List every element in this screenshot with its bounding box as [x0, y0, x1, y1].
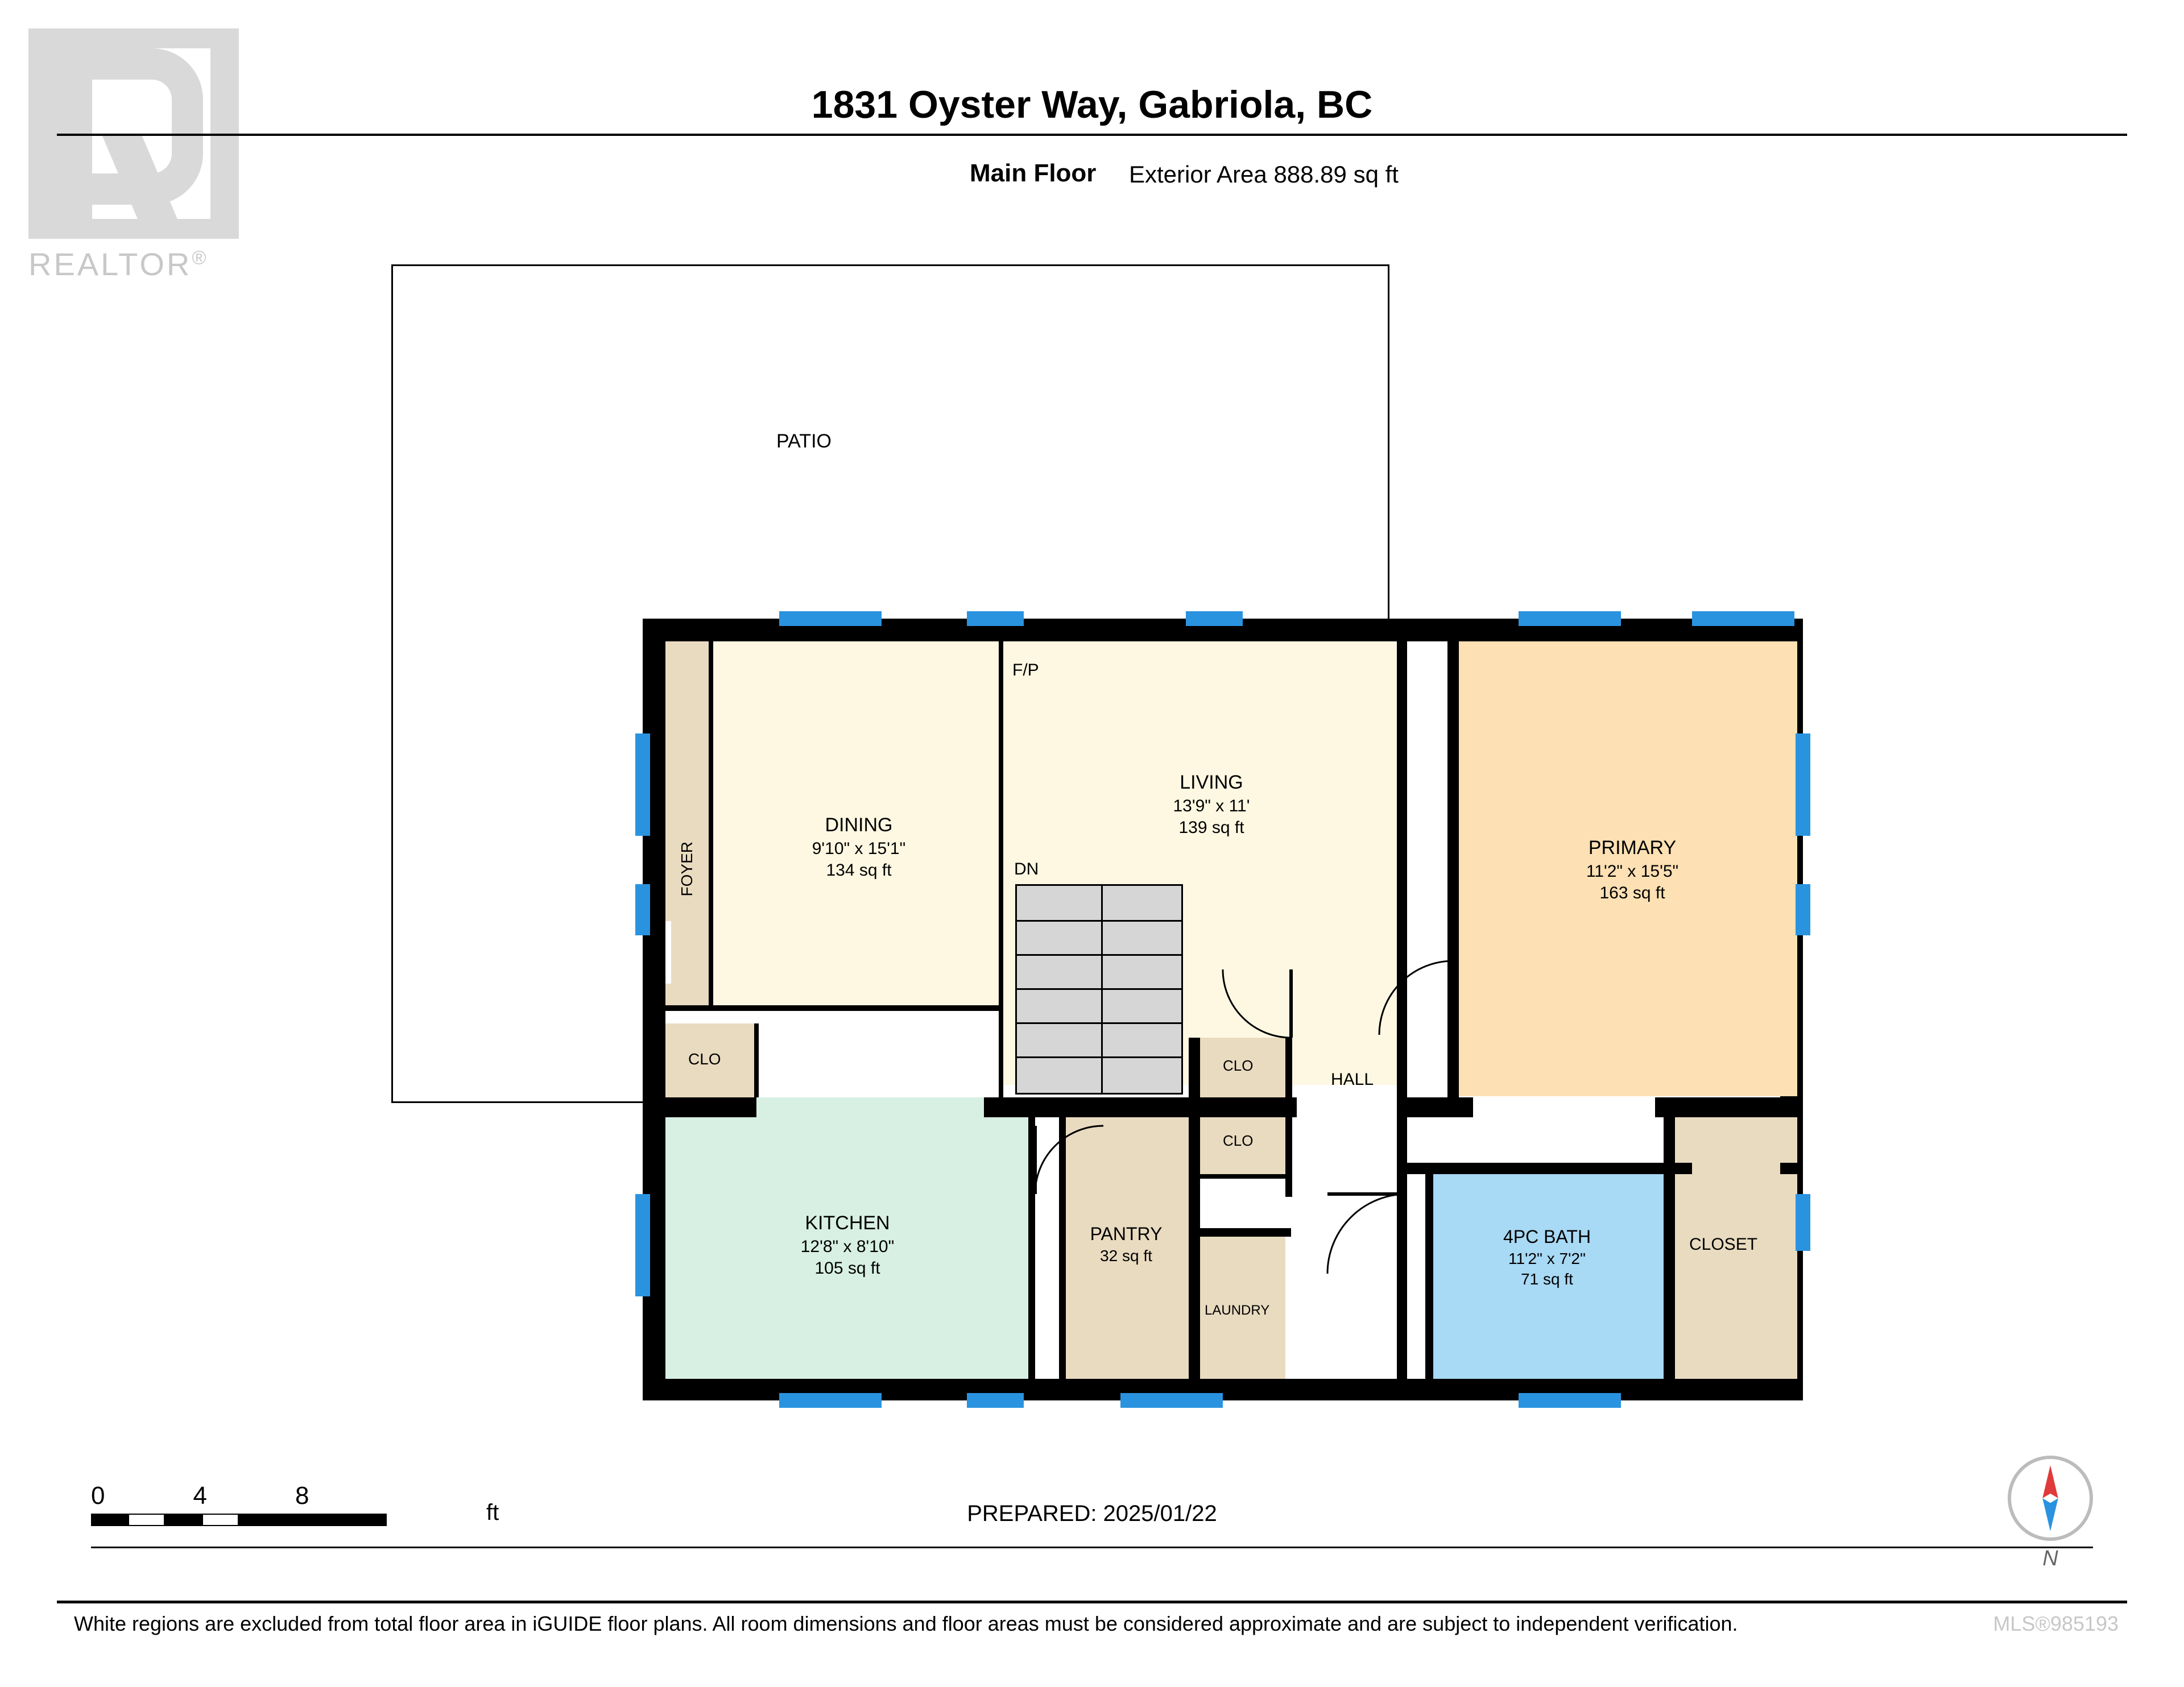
door-arcs: [0, 0, 2184, 1687]
label-primary: PRIMARY 11'2" x 15'5" 163 sq ft: [1547, 836, 1718, 904]
scale-bar: 048 ft: [91, 1482, 397, 1526]
label-clo-2: CLO: [1223, 1131, 1253, 1150]
label-fp: F/P: [1012, 660, 1039, 681]
label-pantry: PANTRY 32 sq ft: [1069, 1222, 1183, 1266]
mls-number: MLS®985193: [1993, 1612, 2119, 1636]
compass-icon: N: [2008, 1456, 2093, 1541]
label-clo-1: CLO: [1223, 1056, 1253, 1075]
floor-plan-page: REALTOR® 1831 Oyster Way, Gabriola, BC M…: [0, 0, 2184, 1687]
label-closet: CLOSET: [1689, 1234, 1757, 1255]
mid-rule: [91, 1547, 2093, 1548]
label-bath: 4PC BATH 11'2" x 7'2" 71 sq ft: [1467, 1225, 1627, 1290]
label-hall: HALL: [1331, 1069, 1374, 1091]
label-living: LIVING 13'9" x 11' 139 sq ft: [1126, 770, 1297, 839]
label-dining: DINING 9'10" x 15'1" 134 sq ft: [774, 813, 944, 881]
label-clo-dining: CLO: [688, 1049, 721, 1070]
disclaimer: White regions are excluded from total fl…: [74, 1612, 1738, 1636]
label-foyer: FOYER: [677, 842, 697, 896]
label-dn: DN: [1014, 859, 1039, 880]
label-kitchen: KITCHEN 12'8" x 8'10" 105 sq ft: [762, 1211, 933, 1279]
prepared-date: PREPARED: 2025/01/22: [967, 1501, 1217, 1527]
footer-rule: [57, 1601, 2127, 1603]
label-laundry: LAUNDRY: [1205, 1302, 1269, 1320]
